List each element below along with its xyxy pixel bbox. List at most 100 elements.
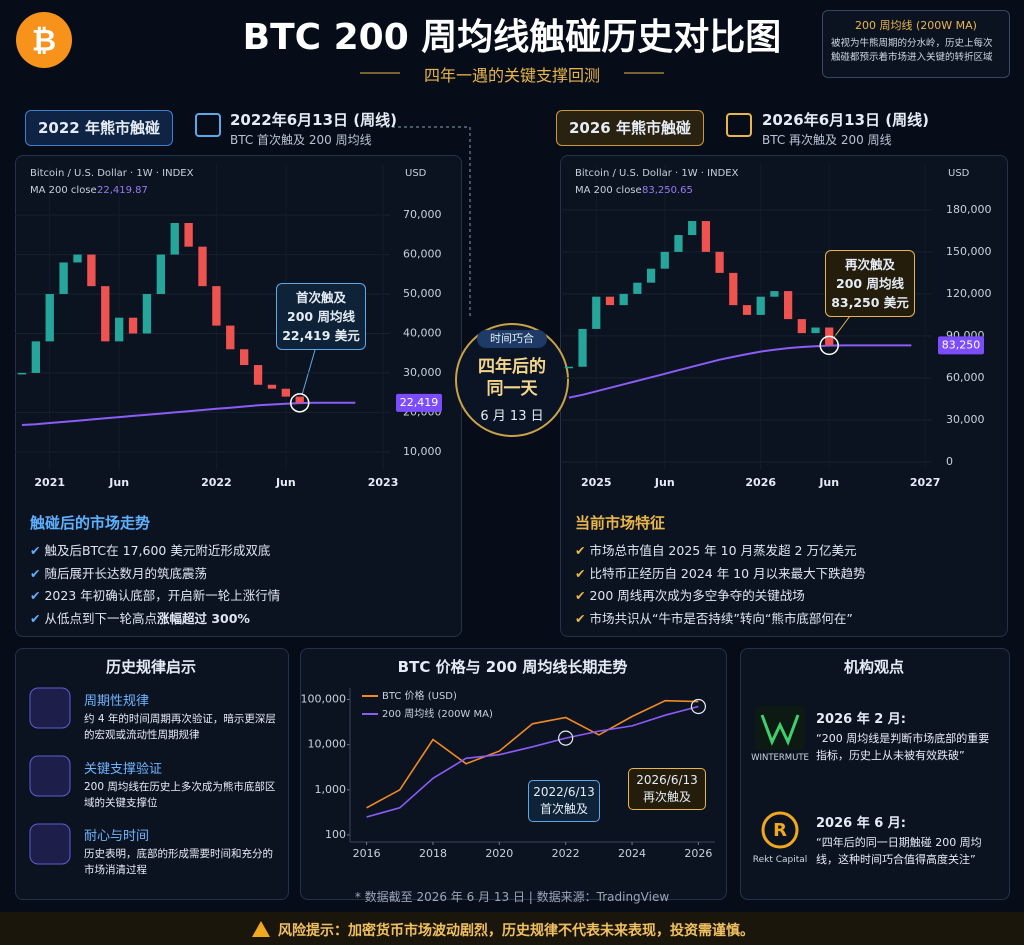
- x-tick-label: 2023: [368, 476, 399, 489]
- bullet-strong: 涨幅超过 300%: [156, 610, 250, 626]
- candle: [619, 293, 628, 306]
- callout-line: 再次触及: [844, 257, 895, 272]
- candle: [592, 296, 601, 329]
- annotation-text: 首次触及: [539, 802, 588, 816]
- candle: [142, 294, 152, 334]
- insight-text: 约 4 年的时间周期再次验证，暗示更深层的宏观或流动性周期规律: [84, 713, 276, 741]
- check: ✔: [30, 610, 45, 626]
- candle: [281, 388, 290, 397]
- unit: USD: [948, 168, 970, 179]
- calendar-icon: [195, 113, 221, 137]
- y-tick-label: 30,000: [946, 413, 985, 426]
- series-line: [366, 699, 699, 809]
- bullet: ✔ 从低点到下一轮高点涨幅超过 300%: [30, 608, 280, 631]
- rekt-logo: [761, 811, 799, 849]
- coincidence-text: 四年后的 同一天: [462, 356, 562, 400]
- bullet-text: 市场共识从“牛市是否持续”转向“熊市底部何在”: [589, 610, 853, 626]
- section-title: 触碰后的市场走势: [30, 514, 151, 532]
- insight-title: 耐心与时间: [84, 829, 150, 844]
- callout: 首次触及 200 周均线 22,419 美元: [276, 283, 366, 350]
- candle: [797, 319, 806, 334]
- x-tick-label: Jun: [654, 476, 675, 489]
- annotation: 2026/6/13 再次触及: [628, 768, 706, 810]
- series-line: [366, 705, 699, 818]
- y-tick-label: 100: [325, 828, 346, 841]
- check: ✔: [575, 610, 590, 626]
- bullet-text: 比特币正经历自 2024 年 10 月以来最大下跌趋势: [589, 565, 866, 581]
- coincidence-date: 6 月 13 日: [480, 409, 544, 424]
- price-tag: 22,419: [400, 396, 439, 409]
- candle: [198, 246, 207, 287]
- annotation: 2022/6/13 首次触及: [528, 780, 600, 822]
- ma-legend-box: 200 周均线 (200W MA) 被视为牛熊周期的分水岭，历史上每次触碰都预示…: [822, 10, 1010, 78]
- section-title: 当前市场特征: [575, 514, 666, 532]
- bullet: ✔ 比特币正经历自 2024 年 10 月以来最大下跌趋势: [575, 563, 866, 586]
- insight: 周期性规律 约 4 年的时间周期再次验证，暗示更深层的宏观或流动性周期规律: [84, 690, 279, 743]
- candle: [170, 223, 179, 255]
- callout-line: 200 周均线: [836, 276, 904, 291]
- event-date: 2022年6月13日 (周线): [230, 111, 397, 129]
- view-quote: “200 周均线是判断市场底部的重要指标，历史上从未被有效跌破”: [816, 732, 990, 762]
- ma-value: 22,419.87: [97, 185, 148, 196]
- candle: [784, 291, 793, 320]
- x-tick-label: 2026: [745, 476, 776, 489]
- badge: 2026 年熊市触碰: [556, 110, 704, 146]
- candle: [660, 251, 669, 269]
- x-tick-label: 2021: [34, 476, 65, 489]
- candle: [701, 221, 710, 252]
- title: BTC 200 周均线触碰历史对比图: [242, 17, 782, 58]
- candle: [267, 384, 277, 389]
- footer-note: * 数据截至 2026 年 6 月 13 日 | 数据来源：TradingVie…: [354, 890, 670, 904]
- event-caption: BTC 首次触及 200 周均线: [230, 133, 372, 147]
- y-tick-label: 30,000: [403, 366, 442, 379]
- y-tick-label: 1,000: [315, 783, 347, 796]
- btc-logo: [16, 12, 72, 68]
- y-tick-label: 40,000: [403, 326, 442, 339]
- chart-title: BTC 价格与 200 周均线长期走势: [397, 658, 628, 676]
- warning: 风险提示：加密货币市场波动剧烈，历史规律不代表未来表现，投资需谨慎。: [278, 923, 754, 939]
- price-tag-bg: [938, 336, 984, 355]
- x-tick-label: 2025: [581, 476, 612, 489]
- candle: [156, 254, 165, 295]
- insight-title: 关键支撑验证: [84, 762, 163, 777]
- insight-icon: [29, 687, 71, 729]
- y-tick-label: 10,000: [308, 738, 347, 751]
- right-panel: [560, 155, 1008, 637]
- coincidence-circle: [455, 323, 569, 437]
- check: ✔: [30, 588, 45, 603]
- x-tick-label: 2016: [353, 847, 381, 860]
- insight: 关键支撑验证 200 周均线在历史上多次成为熊市底部区域的关键支撑位: [84, 758, 279, 811]
- y-tick-label: 0: [946, 455, 953, 468]
- candle: [756, 296, 765, 315]
- candle: [184, 223, 193, 247]
- candle: [212, 286, 221, 326]
- candle: [770, 291, 779, 297]
- callout-line: 83,250 美元: [831, 295, 909, 310]
- btc-logo-symbol: ₿: [32, 24, 56, 59]
- legend-label: 200 周均线 (200W MA): [382, 707, 493, 720]
- touch-marker: [819, 335, 839, 356]
- callout-line: 200 周均线: [287, 309, 355, 324]
- candle: [115, 317, 124, 342]
- bullet-text: 从低点到下一轮高点: [44, 610, 157, 626]
- rekt-logo-mark: R: [773, 820, 787, 841]
- x-tick-label: Jun: [108, 476, 129, 489]
- y-tick-label: 150,000: [946, 245, 992, 258]
- bullet-text: 随后展开长达数月的筑底震荡: [44, 565, 207, 581]
- unit: USD: [405, 168, 427, 179]
- insight-icon: [29, 823, 71, 865]
- candle: [226, 325, 235, 350]
- ma-value: 83,250.65: [642, 185, 693, 196]
- insight-text: 200 周均线在历史上多次成为熊市底部区域的关键支撑位: [84, 781, 276, 809]
- candle: [59, 262, 68, 295]
- bullet-list: ✔ 市场总市值自 2025 年 10 月蒸发超 2 万亿美元 ✔ 比特币正经历自…: [575, 540, 866, 630]
- calendar-icon: [726, 113, 752, 137]
- coincidence-tag: 时间巧合: [477, 330, 547, 348]
- annotation-date: 2022/6/13: [533, 785, 595, 799]
- y-tick-label: 120,000: [946, 287, 992, 300]
- callout-line: 22,419 美元: [282, 328, 360, 343]
- event-date: 2026年6月13日 (周线): [762, 111, 929, 129]
- y-tick-label: 10,000: [403, 445, 442, 458]
- check: ✔: [30, 543, 45, 558]
